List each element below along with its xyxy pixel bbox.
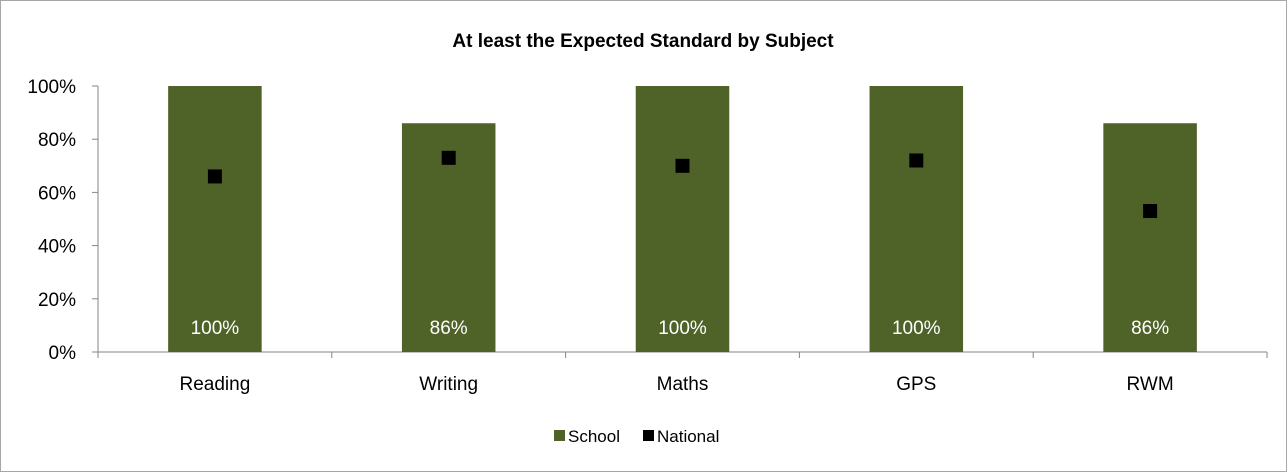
category-label: RWM	[1127, 374, 1174, 395]
national-markers	[207, 150, 1158, 219]
y-tick-label: 20%	[38, 290, 76, 311]
category-label: Reading	[180, 374, 251, 395]
national-marker	[1143, 204, 1158, 219]
y-axis	[92, 85, 99, 353]
national-marker	[909, 153, 924, 168]
category-label: GPS	[896, 374, 936, 395]
school-bar	[168, 86, 262, 352]
bar-data-labels: 100% 86% 100% 100% 86%	[191, 318, 1170, 339]
bar-data-label: 100%	[658, 318, 707, 339]
y-tick-label: 100%	[27, 77, 76, 98]
bar-data-label: 86%	[1131, 318, 1169, 339]
national-marker	[207, 169, 222, 184]
x-axis	[97, 351, 1268, 358]
national-marker	[675, 158, 690, 173]
y-tick-label: 80%	[38, 130, 76, 151]
y-tick-label: 40%	[38, 237, 76, 258]
national-marker	[441, 150, 456, 165]
category-label: Maths	[657, 374, 709, 395]
y-tick-labels: 0% 20% 40% 60% 80% 100%	[27, 77, 76, 364]
bar-data-label: 100%	[892, 318, 941, 339]
school-bar	[1103, 123, 1197, 353]
school-bar	[635, 86, 730, 352]
bar-data-label: 86%	[430, 318, 468, 339]
bar-data-label: 100%	[191, 318, 240, 339]
legend-national-label: National	[657, 427, 719, 446]
school-bar	[869, 86, 964, 352]
chart-title: At least the Expected Standard by Subjec…	[452, 31, 834, 52]
y-tick-label: 60%	[38, 183, 76, 204]
legend: School National	[554, 427, 719, 446]
school-bars	[168, 86, 1197, 353]
legend-school-label: School	[568, 427, 620, 446]
category-labels: Reading Writing Maths GPS RWM	[180, 374, 1174, 395]
legend-national-swatch	[643, 430, 654, 441]
y-tick-label: 0%	[49, 343, 77, 364]
category-label: Writing	[419, 374, 478, 395]
legend-school-swatch	[554, 430, 565, 441]
